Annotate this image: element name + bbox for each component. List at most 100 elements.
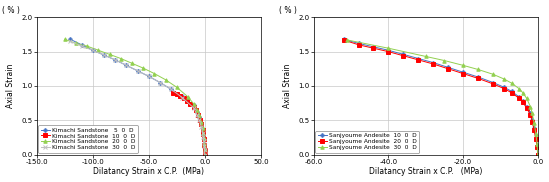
Kimachi Sandstone   5  0  D xyxy=(201,149,208,151)
Sanjyoume Andesite  20  0  D xyxy=(529,120,535,123)
Text: Axial Strain: Axial Strain xyxy=(283,64,293,108)
Kimachi Sandstone  20  0  D xyxy=(201,148,208,150)
Kimachi Sandstone  20  0  D xyxy=(201,153,208,156)
Text: ( % ): ( % ) xyxy=(279,6,297,15)
Kimachi Sandstone   5  0  D xyxy=(201,153,208,156)
Kimachi Sandstone  20  0  D xyxy=(173,86,180,88)
Kimachi Sandstone  20  0  D xyxy=(200,137,207,139)
Kimachi Sandstone   5  0  D xyxy=(79,44,85,46)
Sanjyoume Andesite  30  0  D xyxy=(533,133,539,135)
Kimachi Sandstone   5  0  D xyxy=(200,138,207,141)
Kimachi Sandstone   5  0  D xyxy=(198,123,205,125)
Kimachi Sandstone  30  0  D xyxy=(200,140,207,142)
Sanjyoume Andesite  20  0  D xyxy=(460,72,467,75)
Sanjyoume Andesite  10  0  D xyxy=(535,153,541,156)
Sanjyoume Andesite  30  0  D xyxy=(490,73,496,75)
Sanjyoume Andesite  10  0  D xyxy=(516,96,523,98)
Kimachi Sandstone   5  0  D xyxy=(112,59,119,61)
Text: Axial Strain: Axial Strain xyxy=(7,64,15,108)
Kimachi Sandstone  10  0  D xyxy=(177,95,183,97)
Kimachi Sandstone  10  0  D xyxy=(170,92,177,94)
Sanjyoume Andesite  10  0  D xyxy=(415,57,422,60)
Sanjyoume Andesite  20  0  D xyxy=(534,146,540,148)
Kimachi Sandstone  10  0  D xyxy=(197,119,204,121)
Kimachi Sandstone  30  0  D xyxy=(145,75,152,77)
Kimachi Sandstone  10  0  D xyxy=(198,123,205,125)
Sanjyoume Andesite  20  0  D xyxy=(527,114,534,116)
Kimachi Sandstone  10  0  D xyxy=(200,133,206,135)
Kimachi Sandstone  30  0  D xyxy=(67,40,74,42)
Sanjyoume Andesite  20  0  D xyxy=(508,92,515,94)
Kimachi Sandstone   5  0  D xyxy=(179,95,186,97)
Line: Sanjyoume Andesite  20  0  D: Sanjyoume Andesite 20 0 D xyxy=(342,38,540,156)
Kimachi Sandstone   5  0  D xyxy=(100,54,107,56)
Line: Kimachi Sandstone  20  0  D: Kimachi Sandstone 20 0 D xyxy=(63,37,206,156)
Kimachi Sandstone  30  0  D xyxy=(201,153,208,156)
Sanjyoume Andesite  10  0  D xyxy=(355,42,362,45)
Kimachi Sandstone   5  0  D xyxy=(200,134,206,136)
Kimachi Sandstone  20  0  D xyxy=(61,38,68,40)
Sanjyoume Andesite  20  0  D xyxy=(533,138,539,141)
Sanjyoume Andesite  10  0  D xyxy=(519,100,526,102)
Sanjyoume Andesite  20  0  D xyxy=(340,39,347,41)
Sanjyoume Andesite  10  0  D xyxy=(531,127,537,130)
Kimachi Sandstone  30  0  D xyxy=(201,149,208,151)
Kimachi Sandstone   5  0  D xyxy=(194,111,200,113)
X-axis label: Dilatancy Strain x C.P.   (MPa): Dilatancy Strain x C.P. (MPa) xyxy=(369,167,483,176)
Kimachi Sandstone  30  0  D xyxy=(79,45,85,47)
Sanjyoume Andesite  30  0  D xyxy=(475,68,481,71)
Sanjyoume Andesite  30  0  D xyxy=(441,60,448,62)
Line: Sanjyoume Andesite  10  0  D: Sanjyoume Andesite 10 0 D xyxy=(342,37,540,156)
Sanjyoume Andesite  10  0  D xyxy=(490,81,496,84)
Sanjyoume Andesite  30  0  D xyxy=(508,82,515,84)
Sanjyoume Andesite  20  0  D xyxy=(445,68,451,70)
Sanjyoume Andesite  30  0  D xyxy=(423,55,429,58)
Kimachi Sandstone  30  0  D xyxy=(89,49,96,51)
Sanjyoume Andesite  30  0  D xyxy=(534,143,540,145)
Kimachi Sandstone  20  0  D xyxy=(200,131,206,134)
Kimachi Sandstone  10  0  D xyxy=(183,100,190,102)
Kimachi Sandstone   5  0  D xyxy=(201,144,208,146)
Line: Kimachi Sandstone   5  0  D: Kimachi Sandstone 5 0 D xyxy=(69,37,206,156)
Sanjyoume Andesite  10  0  D xyxy=(400,53,407,56)
Kimachi Sandstone  30  0  D xyxy=(194,114,200,116)
Kimachi Sandstone  20  0  D xyxy=(72,42,79,45)
Sanjyoume Andesite  30  0  D xyxy=(385,47,391,49)
Sanjyoume Andesite  10  0  D xyxy=(501,86,507,88)
Sanjyoume Andesite  30  0  D xyxy=(460,64,467,66)
Text: ( % ): ( % ) xyxy=(2,6,20,15)
Sanjyoume Andesite  10  0  D xyxy=(340,38,347,40)
Line: Kimachi Sandstone  10  0  D: Kimachi Sandstone 10 0 D xyxy=(172,91,206,156)
Sanjyoume Andesite  20  0  D xyxy=(370,47,377,49)
Sanjyoume Andesite  30  0  D xyxy=(501,78,507,80)
Kimachi Sandstone  20  0  D xyxy=(191,103,197,105)
Legend: Kimachi Sandstone   5  0  D, Kimachi Sandstone  10  0  D, Kimachi Sandstone  20 : Kimachi Sandstone 5 0 D, Kimachi Sandsto… xyxy=(38,125,138,153)
Sanjyoume Andesite  10  0  D xyxy=(475,76,481,78)
Kimachi Sandstone  30  0  D xyxy=(191,107,197,109)
Sanjyoume Andesite  20  0  D xyxy=(531,129,537,131)
Sanjyoume Andesite  10  0  D xyxy=(385,49,391,51)
Sanjyoume Andesite  30  0  D xyxy=(523,97,530,99)
Kimachi Sandstone  10  0  D xyxy=(191,105,197,108)
Kimachi Sandstone  30  0  D xyxy=(199,131,206,134)
Kimachi Sandstone  20  0  D xyxy=(163,79,169,81)
Sanjyoume Andesite  20  0  D xyxy=(501,88,507,90)
Kimachi Sandstone  20  0  D xyxy=(184,96,191,98)
Kimachi Sandstone  30  0  D xyxy=(179,96,186,99)
Sanjyoume Andesite  10  0  D xyxy=(529,119,535,121)
Kimachi Sandstone  30  0  D xyxy=(201,145,208,147)
Sanjyoume Andesite  10  0  D xyxy=(370,46,377,48)
Kimachi Sandstone   5  0  D xyxy=(145,75,152,77)
Sanjyoume Andesite  30  0  D xyxy=(527,105,534,108)
Kimachi Sandstone  30  0  D xyxy=(196,119,203,121)
Sanjyoume Andesite  20  0  D xyxy=(535,153,541,156)
Sanjyoume Andesite  10  0  D xyxy=(533,137,539,139)
Kimachi Sandstone  20  0  D xyxy=(128,62,135,64)
Kimachi Sandstone  20  0  D xyxy=(151,72,158,75)
Kimachi Sandstone  10  0  D xyxy=(173,93,180,95)
Kimachi Sandstone  20  0  D xyxy=(117,57,124,60)
Kimachi Sandstone  10  0  D xyxy=(200,138,207,141)
Kimachi Sandstone  10  0  D xyxy=(187,103,194,105)
Kimachi Sandstone   5  0  D xyxy=(89,49,96,51)
Sanjyoume Andesite  20  0  D xyxy=(355,44,362,46)
